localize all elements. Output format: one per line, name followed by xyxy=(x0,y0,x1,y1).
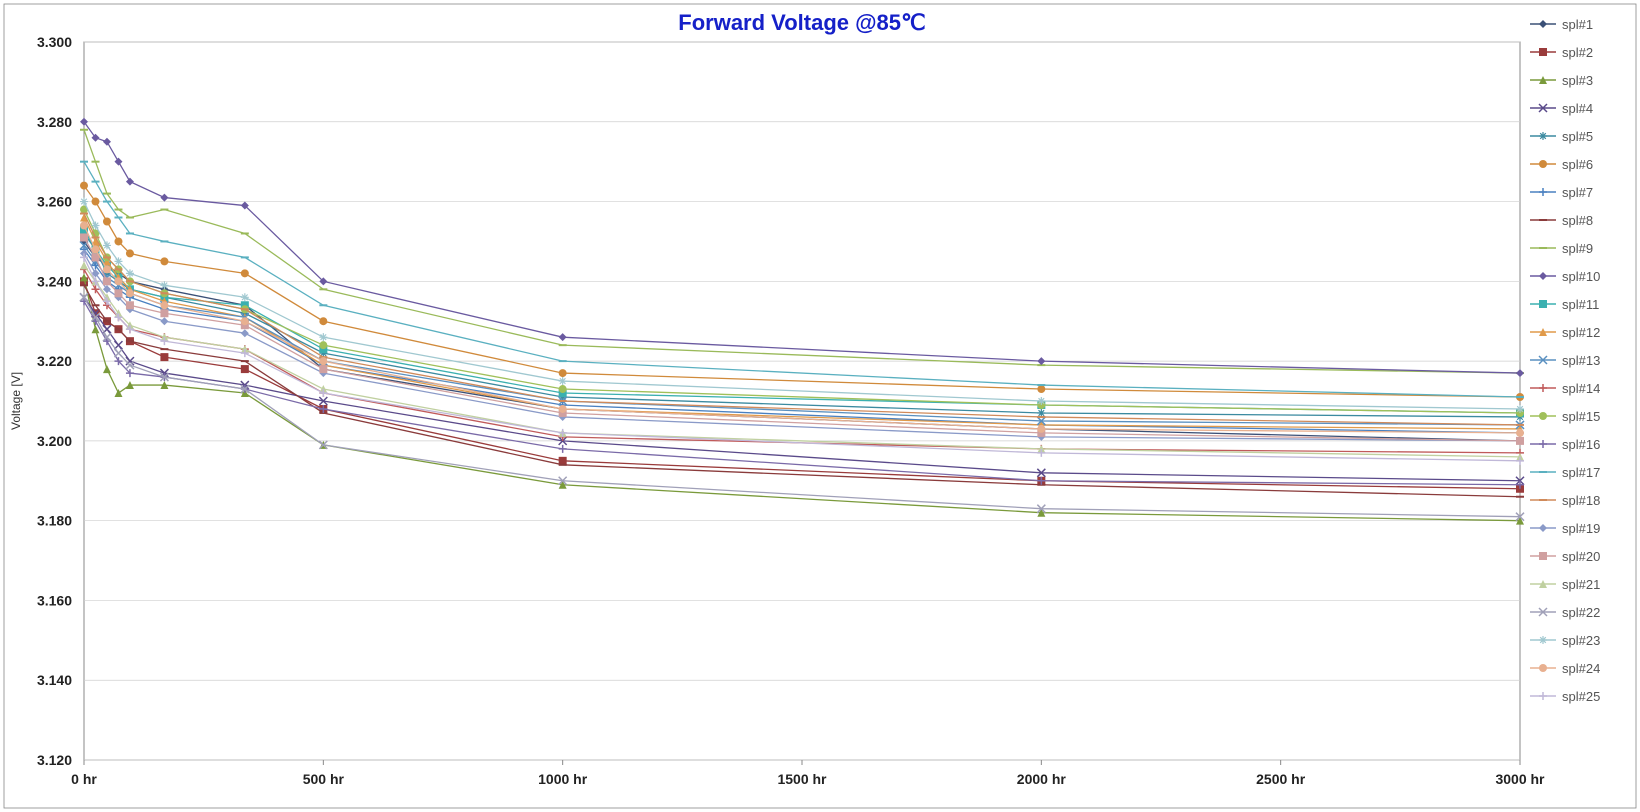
marker xyxy=(160,309,168,317)
legend-label: spl#22 xyxy=(1562,605,1600,620)
marker xyxy=(1037,385,1045,393)
y-tick-label: 3.160 xyxy=(37,592,72,608)
marker xyxy=(126,249,134,257)
legend-label: spl#9 xyxy=(1562,241,1593,256)
legend-label: spl#1 xyxy=(1562,17,1593,32)
marker xyxy=(1539,160,1547,168)
x-tick-label: 500 hr xyxy=(303,771,345,787)
marker xyxy=(1539,300,1547,308)
x-tick-label: 0 hr xyxy=(71,771,97,787)
marker xyxy=(91,245,99,253)
marker xyxy=(126,269,134,277)
marker xyxy=(241,365,249,373)
legend-label: spl#12 xyxy=(1562,325,1600,340)
legend-label: spl#6 xyxy=(1562,157,1593,172)
legend-label: spl#4 xyxy=(1562,101,1593,116)
legend-label: spl#19 xyxy=(1562,521,1600,536)
marker xyxy=(80,221,88,229)
marker xyxy=(114,289,122,297)
legend-label: spl#2 xyxy=(1562,45,1593,60)
marker xyxy=(559,405,567,413)
marker xyxy=(160,301,168,309)
y-tick-label: 3.120 xyxy=(37,752,72,768)
marker xyxy=(1037,425,1045,433)
marker xyxy=(114,237,122,245)
legend-label: spl#15 xyxy=(1562,409,1600,424)
legend-label: spl#13 xyxy=(1562,353,1600,368)
marker xyxy=(80,198,88,206)
x-tick-label: 2000 hr xyxy=(1017,771,1067,787)
legend-label: spl#8 xyxy=(1562,213,1593,228)
chart-title: Forward Voltage @85℃ xyxy=(678,10,925,35)
marker xyxy=(1539,552,1547,560)
marker xyxy=(80,182,88,190)
marker xyxy=(160,257,168,265)
legend-label: spl#16 xyxy=(1562,437,1600,452)
legend-label: spl#18 xyxy=(1562,493,1600,508)
y-tick-label: 3.280 xyxy=(37,114,72,130)
legend-label: spl#10 xyxy=(1562,269,1600,284)
marker xyxy=(319,365,327,373)
marker xyxy=(319,317,327,325)
legend-label: spl#7 xyxy=(1562,185,1593,200)
marker xyxy=(1516,437,1524,445)
y-tick-label: 3.140 xyxy=(37,672,72,688)
marker xyxy=(103,277,111,285)
marker xyxy=(559,385,567,393)
y-tick-label: 3.180 xyxy=(37,513,72,529)
line-chart: 3.120 3.140 3.160 3.180 3.200 3.220 3.240 3.260… xyxy=(0,0,1640,812)
marker xyxy=(1539,664,1547,672)
x-tick-label: 1500 hr xyxy=(777,771,827,787)
chart-container: 3.120 3.140 3.160 3.180 3.200 3.220 3.240 3.260… xyxy=(0,0,1640,812)
legend-label: spl#5 xyxy=(1562,129,1593,144)
legend-label: spl#20 xyxy=(1562,549,1600,564)
legend-label: spl#24 xyxy=(1562,661,1600,676)
marker xyxy=(160,353,168,361)
marker xyxy=(319,357,327,365)
y-tick-label: 3.220 xyxy=(37,353,72,369)
marker xyxy=(160,281,168,289)
marker xyxy=(103,265,111,273)
marker xyxy=(559,369,567,377)
marker xyxy=(1516,405,1524,413)
marker xyxy=(1516,429,1524,437)
legend-label: spl#14 xyxy=(1562,381,1600,396)
marker xyxy=(241,293,249,301)
marker xyxy=(1539,48,1547,56)
marker xyxy=(1539,132,1547,140)
marker xyxy=(319,341,327,349)
legend-label: spl#11 xyxy=(1562,297,1599,312)
legend-label: spl#17 xyxy=(1562,465,1600,480)
marker xyxy=(1539,636,1547,644)
legend-label: spl#25 xyxy=(1562,689,1600,704)
marker xyxy=(126,301,134,309)
marker xyxy=(1539,412,1547,420)
y-tick-label: 3.200 xyxy=(37,433,72,449)
marker xyxy=(126,289,134,297)
legend-label: spl#23 xyxy=(1562,633,1600,648)
x-tick-label: 3000 hr xyxy=(1495,771,1545,787)
marker xyxy=(559,377,567,385)
x-tick-label: 2500 hr xyxy=(1256,771,1306,787)
marker xyxy=(80,233,88,241)
y-tick-label: 3.300 xyxy=(37,34,72,50)
legend-label: spl#21 xyxy=(1562,577,1600,592)
x-tick-label: 1000 hr xyxy=(538,771,588,787)
y-tick-label: 3.260 xyxy=(37,194,72,210)
marker xyxy=(103,218,111,226)
marker xyxy=(241,317,249,325)
y-axis-label: Voltage [V] xyxy=(9,372,23,430)
marker xyxy=(114,277,122,285)
marker xyxy=(91,198,99,206)
marker xyxy=(319,333,327,341)
y-tick-label: 3.240 xyxy=(37,273,72,289)
marker xyxy=(241,269,249,277)
legend-label: spl#3 xyxy=(1562,73,1593,88)
